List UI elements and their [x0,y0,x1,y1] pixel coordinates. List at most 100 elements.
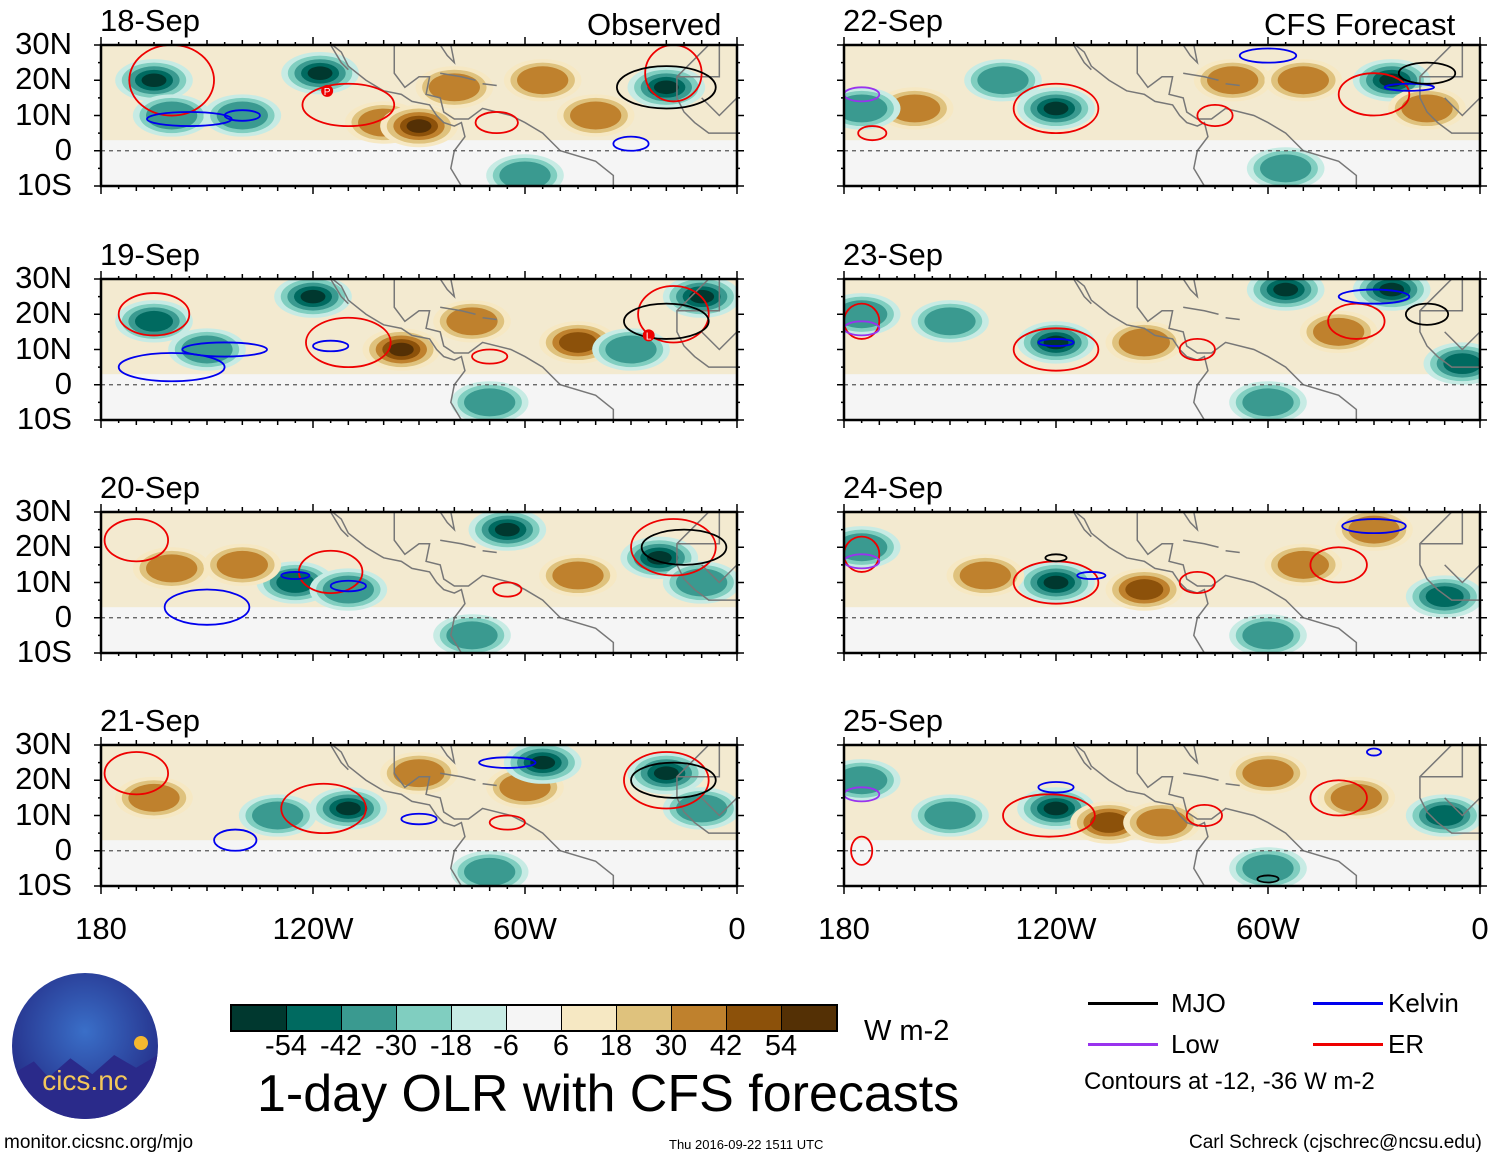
storm-marker [321,84,334,97]
colorbar-swatch [397,1006,452,1030]
coastline [1183,539,1219,548]
lat-label: 10N [15,796,72,832]
colorbar-label: 30 [654,1030,688,1062]
coastline [1073,279,1092,305]
contour-kelvin [400,812,438,826]
lat-label: 20N [15,295,72,331]
footer-credit: Carl Schreck (cjschrec@ncsu.edu) [1189,1132,1482,1153]
contour-kelvin [1366,747,1382,757]
olr-background [101,607,737,653]
olr-anomaly-blob [141,73,167,88]
lat-label: 20N [15,761,72,797]
olr-anomaly-blob [1043,575,1069,590]
lat-label: 10N [15,330,72,366]
footer-timestamp: Thu 2016-09-22 1511 UTC [669,1137,824,1152]
coastline [440,772,476,781]
olr-anomaly-blob [1242,854,1294,883]
coastline [1038,45,1209,186]
olr-anomaly-blob [446,307,498,336]
coastline [676,279,737,368]
coastline [1419,279,1464,312]
map-panel-23-Sep [837,271,1487,428]
contour-er [1309,779,1368,817]
contour-mjo [1256,874,1280,884]
contour-mjo [1044,553,1068,563]
contour-kelvin [1383,82,1435,92]
panel-date-18-Sep: 18-Sep [100,3,200,38]
olr-anomaly-blob [977,66,1029,95]
panel-date-20-Sep: 20-Sep [100,470,200,505]
colorbar-label: 18 [599,1030,633,1062]
olr-anomaly-blob [1242,388,1294,417]
legend-line-mjo [1088,1002,1158,1005]
coastline [482,83,497,87]
coastline [1136,279,1358,420]
coastline [1419,45,1480,134]
contour-er [1196,104,1234,127]
contour-mjo [630,761,717,799]
footer-url: monitor.cicsnc.org/mjo [4,1132,194,1153]
contour-er [850,835,874,866]
olr-anomaly-blob [1313,317,1365,346]
olr-anomaly-blob [605,335,657,364]
colorbar [230,1004,838,1032]
contour-er [117,292,191,337]
olr-map-panels: PL [94,37,1487,894]
lat-label: 10N [15,96,72,132]
colorbar-swatch [232,1006,287,1030]
coastline [1444,331,1480,351]
colorbar-swatch [782,1006,836,1030]
contour-kelvin [1037,338,1075,347]
contour-kelvin [478,756,537,769]
olr-background [844,840,1480,886]
contour-er [103,518,170,563]
olr-anomaly-blob [676,794,728,823]
contour-er [1012,327,1100,372]
coastline [1444,97,1480,117]
lon-label: 180 [75,911,127,946]
contour-kelvin [1341,518,1407,535]
contour-kelvin [117,352,226,383]
coastline [1419,745,1480,834]
contour-kelvin [280,571,311,580]
logo-text: cics.nc [42,1065,128,1096]
coastline [1182,512,1199,532]
coastline [330,745,349,771]
coastline [1183,72,1219,81]
olr-anomaly-blob [1089,812,1129,833]
contour-er [1002,793,1096,838]
contour-er [1178,571,1216,594]
lat-label: 30N [15,726,72,761]
contour-mjo [616,65,717,110]
coastline [1182,45,1199,65]
map-panel-19-Sep: L [94,271,744,428]
coastline [1225,317,1240,321]
contour-er [492,581,523,598]
olr-background [844,140,1480,186]
panel-date-22-Sep: 22-Sep [843,3,943,38]
olr-background [101,140,737,186]
lon-label: 120W [1015,911,1097,946]
olr-anomaly-blob [1277,550,1329,579]
contour-kelvin [1337,288,1411,305]
contour-er [1178,338,1216,361]
colorbar-units: W m-2 [864,1015,950,1047]
map-panel-22-Sep [837,37,1487,194]
lat-label: 0 [54,598,72,634]
legend-line-kelvin [1313,1002,1383,1005]
coastline [1419,279,1480,368]
olr-anomaly-blob [924,307,976,336]
contour-kelvin [612,135,650,152]
map-panel-21-Sep [94,737,744,894]
contour-mjo [1404,302,1450,326]
contour-er [474,111,519,135]
colorbar-label: -6 [493,1030,519,1062]
olr-anomaly-blob [428,73,480,102]
olr-anomaly-blob [464,857,516,886]
coastline [1225,83,1240,87]
coastline [440,539,476,548]
contour-mjo [623,302,710,340]
colorbar-label: 6 [552,1030,570,1062]
lat-label: 30N [15,493,72,528]
contour-kelvin [1037,781,1075,794]
